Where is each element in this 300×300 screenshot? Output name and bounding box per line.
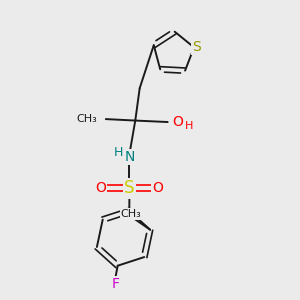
Text: CH₃: CH₃	[77, 114, 98, 124]
Text: O: O	[152, 181, 164, 195]
Text: O: O	[172, 115, 183, 129]
Text: CH₃: CH₃	[121, 209, 141, 219]
Text: S: S	[124, 179, 135, 197]
Text: F: F	[111, 277, 119, 291]
Text: N: N	[125, 150, 135, 164]
Text: H: H	[185, 121, 193, 130]
Text: H: H	[113, 146, 123, 159]
Text: O: O	[95, 181, 106, 195]
Text: S: S	[193, 40, 201, 54]
